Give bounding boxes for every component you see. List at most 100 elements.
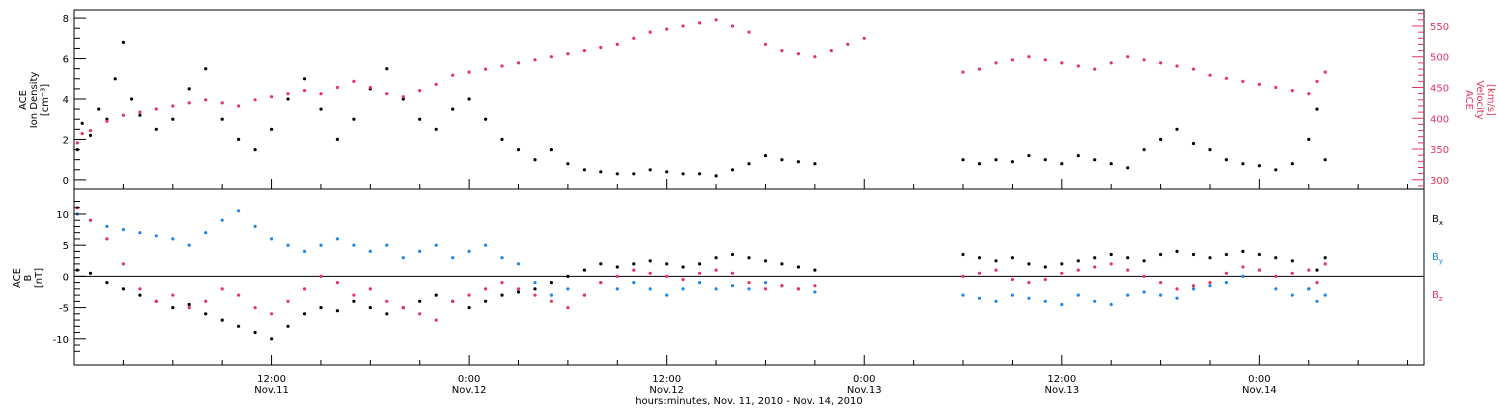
b-Bz-point-9 (220, 287, 224, 291)
top-series-1-point-60 (1126, 55, 1130, 59)
b-By-point-45 (813, 290, 817, 294)
top-series-0-point-23 (385, 67, 389, 71)
top-series-1-point-27 (500, 64, 504, 68)
b-Bz-point-69 (1323, 262, 1327, 266)
top-panel-marks (75, 18, 1327, 178)
b-By-point-16 (335, 237, 339, 241)
b-Bz-point-30 (566, 306, 570, 310)
top-series-1-point-25 (467, 70, 471, 74)
b-Bx-point-47 (977, 256, 982, 260)
top-series-0-point-55 (1043, 158, 1047, 162)
b-Bz-point-37 (681, 277, 685, 282)
b-Bx-point-43 (780, 262, 784, 266)
top-series-1-point-19 (368, 85, 372, 90)
top-series-0-point-13 (220, 117, 224, 121)
top-series-1-point-55 (1043, 58, 1047, 62)
b-Bz-point-66 (1290, 271, 1294, 275)
b-Bx-point-6 (171, 306, 175, 310)
b-Bz-point-34 (632, 268, 636, 272)
b-axis-label-2: B (23, 274, 34, 281)
top-series-1-point-57 (1076, 64, 1080, 68)
b-Bz-point-21 (418, 312, 422, 316)
b-By-point-25 (484, 243, 488, 247)
b-By-point-14 (302, 249, 307, 253)
top-series-0-point-62 (1159, 137, 1163, 141)
b-By-point-50 (1027, 296, 1031, 300)
top-series-1-point-63 (1175, 64, 1179, 68)
b-Bx-point-68 (1315, 268, 1319, 272)
top-series-1-point-61 (1142, 58, 1146, 62)
b-By-point-58 (1159, 293, 1163, 297)
b-By-point-59 (1175, 296, 1179, 300)
x-tick-label-time-4: 12:00 (1047, 374, 1076, 385)
b-By-point-8 (204, 231, 208, 235)
b-By-point-20 (401, 256, 405, 260)
b-By-point-27 (516, 262, 521, 266)
b-tick-label-0: -10 (53, 335, 69, 346)
b-By-point-7 (187, 243, 191, 247)
b-By-point-57 (1142, 290, 1146, 294)
b-Bx-point-24 (467, 306, 471, 310)
b-axis-label-1: ACE (12, 268, 23, 288)
b-Bz-point-45 (813, 284, 817, 288)
b-Bz-point-36 (665, 274, 669, 278)
b-Bz-point-19 (385, 299, 389, 303)
top-series-1-point-72 (1315, 79, 1319, 83)
b-Bz-point-17 (352, 293, 356, 297)
top-series-0-point-10 (171, 117, 175, 121)
b-Bz-point-68 (1315, 281, 1319, 285)
velocity-axis-label-1: ACE (1463, 90, 1474, 110)
b-Bx-point-56 (1126, 256, 1130, 260)
top-series-1-point-62 (1159, 61, 1163, 65)
b-Bz-point-47 (977, 271, 982, 275)
top-series-0-point-18 (302, 77, 307, 81)
velocity-tick-label-1: 350 (1430, 145, 1449, 156)
b-Bz-point-31 (582, 293, 587, 297)
b-Bx-point-69 (1323, 256, 1327, 260)
top-series-0-point-11 (187, 87, 191, 91)
top-series-1-point-68 (1257, 82, 1261, 86)
b-Bx-point-41 (747, 256, 751, 260)
b-Bz-point-4 (138, 287, 142, 291)
top-series-0-point-24 (401, 97, 405, 101)
b-By-point-18 (368, 249, 372, 253)
top-series-0-point-28 (467, 97, 471, 101)
top-series-0-point-16 (270, 127, 274, 131)
top-series-0-point-66 (1224, 158, 1228, 162)
top-series-1-point-45 (796, 52, 801, 56)
b-By-point-21 (418, 249, 422, 253)
b-Bx-point-55 (1109, 252, 1113, 257)
b-Bz-point-60 (1191, 284, 1196, 288)
b-Bx-point-49 (1010, 256, 1015, 260)
b-By-point-6 (171, 237, 175, 241)
top-series-1-point-35 (632, 36, 636, 40)
top-series-0-point-25 (418, 117, 422, 121)
b-Bx-point-12 (270, 337, 274, 341)
time-axis-title: hours:minutes, Nov. 11, 2010 - Nov. 14, … (635, 396, 863, 407)
b-By-point-42 (763, 281, 768, 285)
b-By-point-11 (253, 224, 257, 228)
b-Bx-point-36 (665, 262, 669, 266)
b-By-point-2 (105, 224, 109, 228)
b-By-point-56 (1126, 293, 1130, 297)
b-By-point-26 (500, 256, 504, 260)
b-Bx-point-34 (632, 262, 636, 266)
top-series-0-point-29 (484, 117, 488, 121)
b-By-point-66 (1290, 293, 1294, 297)
b-By-point-69 (1323, 293, 1327, 297)
b-Bx-point-66 (1290, 259, 1294, 263)
top-series-1-point-4 (121, 113, 125, 117)
top-series-0-point-5 (113, 77, 117, 81)
top-series-1-point-30 (549, 55, 554, 59)
b-By-point-52 (1060, 302, 1064, 307)
b-By-point-17 (352, 243, 356, 247)
b-Bz-point-22 (434, 318, 438, 322)
top-series-0-point-12 (204, 67, 208, 71)
b-By-point-13 (286, 243, 290, 247)
b-Bz-point-13 (286, 299, 290, 303)
b-Bz-point-39 (714, 268, 718, 272)
legend-Bx: Bx (1432, 214, 1443, 227)
top-series-1-point-11 (237, 104, 241, 108)
top-series-1-point-3 (105, 119, 109, 123)
